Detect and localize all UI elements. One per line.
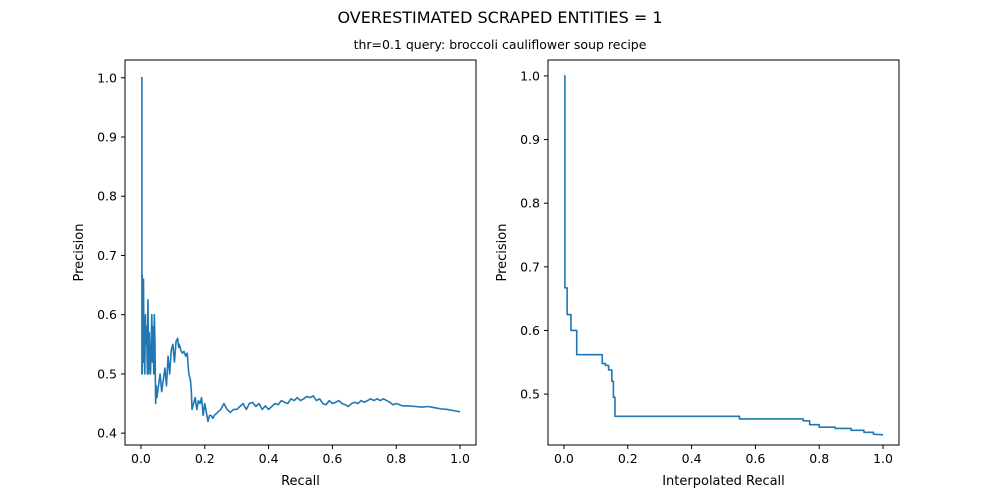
chart-panel-2: 0.0 0.2 0.4 0.6 0.8 1.0 0.5 0.6 0.7 0.8 0.9 1.0 Inte… <box>495 59 900 489</box>
y-tick-label: 0.6 <box>520 323 540 338</box>
x-tick-label: 0.6 <box>745 451 765 466</box>
y-tick-label: 0.8 <box>520 196 540 211</box>
x-tick-label: 1.0 <box>450 451 470 466</box>
chart-panel-1: 0.0 0.2 0.4 0.6 0.8 1.0 0.4 0.5 0.6 0.7 0.8 0.9 1.0 R… <box>72 59 477 489</box>
y-axis-label: Precision <box>495 223 510 281</box>
x-tick-label: 1.0 <box>873 451 893 466</box>
y-tick-label: 0.4 <box>97 426 117 441</box>
y-axis-label: Precision <box>72 223 87 281</box>
x-tick-label: 0.4 <box>259 451 279 466</box>
y-tick-label: 0.9 <box>520 132 540 147</box>
x-tick-label: 0.0 <box>554 451 574 466</box>
series-line-1 <box>563 75 884 436</box>
x-tick-label: 0.8 <box>809 451 829 466</box>
figure-subtitle: thr=0.1 query: broccoli cauliflower soup… <box>353 37 647 52</box>
x-tick-label: 0.6 <box>322 451 342 466</box>
axes-frame <box>124 59 477 446</box>
y-tick-label: 0.5 <box>97 366 117 381</box>
y-tick-label: 0.8 <box>97 189 117 204</box>
x-tick-label: 0.0 <box>131 451 151 466</box>
y-tick-label: 0.6 <box>97 307 117 322</box>
x-tick-label: 0.4 <box>682 451 702 466</box>
series-line-1 <box>140 76 461 423</box>
x-tick-label: 0.2 <box>195 451 215 466</box>
x-tick-label: 0.2 <box>618 451 638 466</box>
y-tick-label: 0.7 <box>97 248 117 263</box>
x-tick-label: 0.8 <box>386 451 406 466</box>
y-tick-label: 1.0 <box>520 68 540 83</box>
axes-frame <box>547 59 900 446</box>
y-tick-label: 0.9 <box>97 130 117 145</box>
figure-suptitle: OVERESTIMATED SCRAPED ENTITIES = 1 <box>337 8 663 27</box>
x-axis-label: Recall <box>281 474 320 489</box>
y-tick-label: 0.7 <box>520 259 540 274</box>
y-tick-label: 1.0 <box>97 70 117 85</box>
y-tick-label: 0.5 <box>520 387 540 402</box>
x-axis-label: Interpolated Recall <box>662 474 785 489</box>
